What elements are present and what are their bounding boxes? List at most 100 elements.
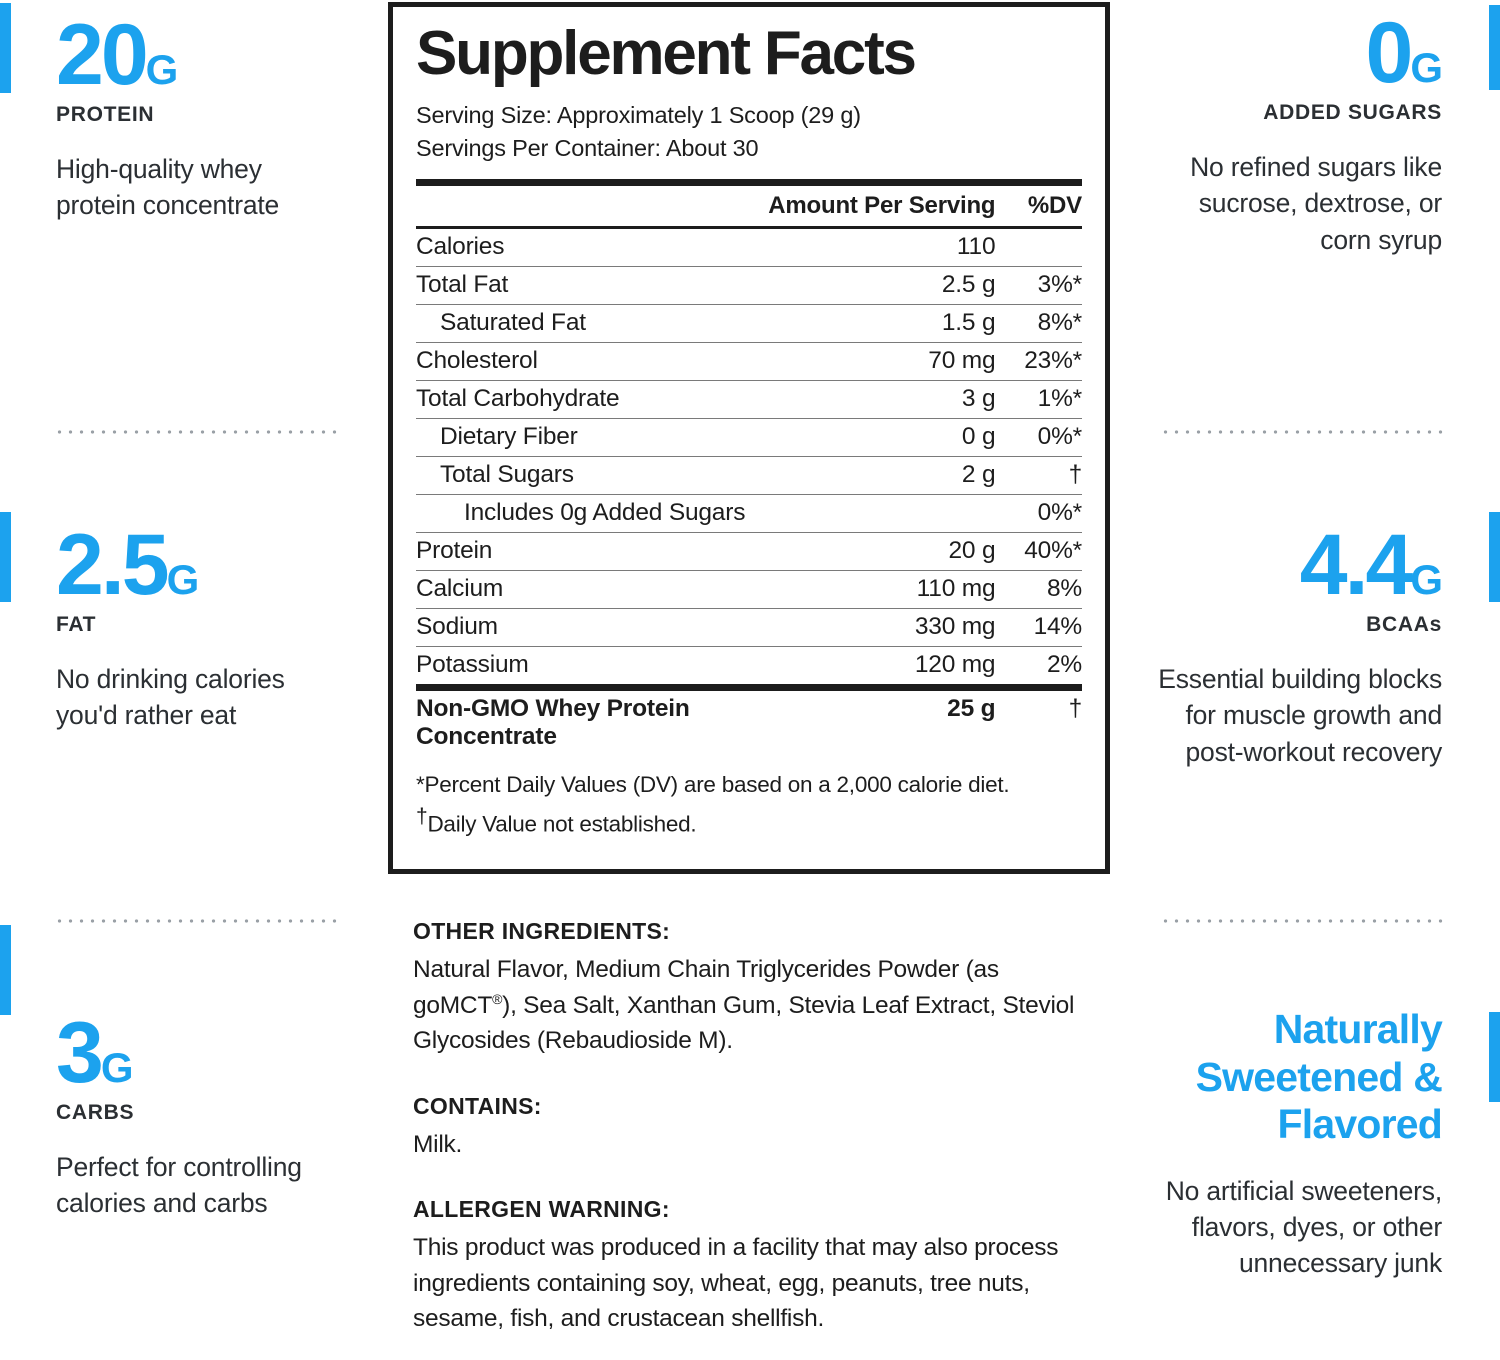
stat-carbs-label: CARBS: [56, 1101, 135, 1125]
footnote-daily-value: †Daily Value not established.: [416, 801, 1082, 841]
stat-naturally-sweetened-description: No artificial sweeteners, flavors, dyes,…: [1165, 1175, 1443, 1279]
rule-below-serving-info: [416, 178, 1082, 186]
divider-left-upper: [54, 430, 338, 434]
nutrition-row-name: Sodium: [416, 607, 769, 647]
spacer-allergen: [413, 1162, 1085, 1196]
nutrition-row-name: Non-GMO Whey Protein Concentrate: [416, 683, 769, 756]
nutrition-row: Calcium 110 mg 8%: [416, 569, 1082, 609]
other-ingredients-heading: OTHER INGREDIENTS:: [413, 918, 671, 944]
nutrition-row-dv: †: [995, 683, 1082, 756]
nutrition-row-amount: 2 g: [768, 455, 996, 495]
nutrition-row-amount: 70 mg: [768, 341, 996, 381]
stat-added-sugars-label: ADDED SUGARS: [1263, 101, 1442, 125]
nutrition-row-dv: 8%*: [995, 303, 1082, 343]
footnote-percent-dv: *Percent Daily Values (DV) are based on …: [416, 771, 1010, 797]
header-amount-per-serving: Amount Per Serving: [768, 191, 996, 219]
supplement-facts-title: Supplement Facts: [416, 19, 917, 88]
stat-carbs-description: Perfect for controlling calories and car…: [56, 1152, 302, 1219]
nutrition-row: Protein 20 g 40%*: [416, 531, 1082, 571]
stat-fat-label: FAT: [56, 613, 97, 637]
header-blank: [416, 186, 768, 228]
stat-protein-description: High-quality whey protein concentrate: [56, 154, 280, 221]
nutrition-row-name: Calcium: [416, 569, 769, 609]
nutrition-row-amount: 2.5 g: [768, 265, 996, 305]
allergen-warning-heading: ALLERGEN WARNING:: [413, 1196, 670, 1223]
footnote-daily-value-text: Daily Value not established.: [427, 811, 697, 837]
nutrition-row-name: Total Carbohydrate: [416, 379, 769, 419]
accent-bar-protein: [0, 3, 11, 93]
supplement-facts-box: Supplement Facts Serving Size: Approxima…: [388, 2, 1110, 874]
stat-carbs-value: 3G: [56, 1005, 134, 1101]
serving-info: Serving Size: Approximately 1 Scoop (29 …: [416, 99, 1082, 166]
nutrition-row-amount: 120 mg: [768, 645, 996, 688]
stat-protein: 20G PROTEIN High-quality whey protein co…: [56, 7, 346, 224]
nutrition-row-amount: 0 g: [768, 417, 996, 457]
nutrition-row: Potassium 120 mg 2%: [416, 645, 1082, 688]
nutrition-row-dv: 2%: [995, 645, 1082, 688]
nutrition-row: Cholesterol 70 mg 23%*: [416, 341, 1082, 381]
ingredients-block: OTHER INGREDIENTS: Natural Flavor, Mediu…: [413, 918, 1085, 1337]
stat-carbs: 3G CARBS Perfect for controlling calorie…: [56, 1005, 346, 1222]
stat-protein-value: 20G: [56, 7, 178, 103]
nutrition-table-header-row: Amount Per Serving %DV: [416, 186, 1082, 228]
stat-bcaas-label: BCAAs: [1366, 613, 1442, 637]
accent-bar-bcaas: [1489, 512, 1500, 602]
nutrition-row: Non-GMO Whey Protein Concentrate 25 g †: [416, 683, 1082, 756]
other-ingredients-text-post: ), Sea Salt, Xanthan Gum, Stevia Leaf Ex…: [413, 991, 1075, 1055]
other-ingredients-text-pre: Natural Flavor, Medium Chain Triglycerid…: [413, 956, 999, 1019]
header-percent-dv: %DV: [1027, 191, 1082, 219]
allergen-warning-body: This product was produced in a facility …: [413, 1234, 1059, 1333]
stat-added-sugars-description: No refined sugars like sucrose, dextrose…: [1190, 152, 1442, 255]
nutrition-row-name: Cholesterol: [416, 341, 769, 381]
stat-fat-unit: G: [166, 556, 200, 603]
nutrition-row-dv: 3%*: [995, 265, 1082, 305]
nutrition-row-amount: 330 mg: [768, 607, 996, 647]
stat-bcaas-unit: G: [1410, 556, 1443, 603]
accent-bar-fat: [0, 512, 11, 602]
nutrition-row: Total Sugars 2 g †: [416, 455, 1082, 495]
divider-right-upper: [1160, 430, 1444, 434]
nutrition-row: Total Carbohydrate 3 g 1%*: [416, 379, 1082, 419]
stat-fat: 2.5G FAT No drinking calories you'd rath…: [56, 517, 346, 734]
nutrition-row-dv: 0%*: [995, 417, 1082, 457]
accent-bar-naturally-sweetened: [1489, 1012, 1500, 1102]
nutrition-row: Total Fat 2.5 g 3%*: [416, 265, 1082, 305]
nutrition-row-name: Calories: [416, 225, 769, 267]
nutrition-row: Includes 0g Added Sugars 0%*: [416, 493, 1082, 533]
registered-trademark-icon: ®: [492, 990, 503, 1007]
other-ingredients-body: Natural Flavor, Medium Chain Triglycerid…: [413, 952, 1085, 1059]
contains-heading: CONTAINS:: [413, 1092, 542, 1119]
divider-right-lower: [1160, 919, 1444, 923]
nutrition-row-name: Potassium: [416, 645, 769, 688]
stat-naturally-sweetened: Naturally Sweetened & Flavored No artifi…: [1142, 1006, 1443, 1282]
stat-bcaas-value: 4.4G: [1299, 517, 1443, 613]
nutrition-row-dv: 0%*: [995, 493, 1082, 533]
nutrition-table: Amount Per Serving %DV Calories 110 Total …: [416, 186, 1082, 756]
stat-added-sugars: 0G ADDED SUGARS No refined sugars like s…: [1142, 5, 1443, 258]
nutrition-row-dv: †: [995, 455, 1082, 495]
divider-left-lower: [54, 919, 338, 923]
contains-body: Milk.: [413, 1130, 463, 1158]
nutrition-row-amount: 1.5 g: [768, 303, 996, 343]
stat-added-sugars-value: 0G: [1365, 5, 1443, 101]
nutrition-row: Dietary Fiber 0 g 0%*: [416, 417, 1082, 457]
footnote-dagger-symbol: †: [416, 805, 428, 829]
stat-fat-description: No drinking calories you'd rather eat: [56, 664, 285, 731]
stat-fat-value: 2.5G: [56, 517, 200, 613]
nutrition-row-dv: 8%: [995, 569, 1082, 609]
accent-bar-carbs: [0, 925, 11, 1015]
spacer-contains: [413, 1059, 1085, 1093]
stat-bcaas: 4.4G BCAAs Essential building blocks for…: [1142, 517, 1443, 770]
nutrition-row-name: Total Sugars: [416, 455, 769, 495]
nutrition-row-amount: 20 g: [768, 531, 996, 571]
nutrition-row-amount: 110 mg: [768, 569, 996, 609]
nutrition-row-dv: 40%*: [995, 531, 1082, 571]
nutrition-row-amount: 25 g: [768, 683, 996, 756]
accent-bar-added-sugars: [1489, 5, 1500, 90]
stat-carbs-unit: G: [100, 1044, 134, 1091]
nutrition-row-name: Saturated Fat: [416, 303, 769, 343]
footnotes: *Percent Daily Values (DV) are based on …: [416, 768, 1082, 842]
nutrition-row-name: Total Fat: [416, 265, 769, 305]
stat-naturally-sweetened-headline: Naturally Sweetened & Flavored: [1195, 1006, 1443, 1148]
